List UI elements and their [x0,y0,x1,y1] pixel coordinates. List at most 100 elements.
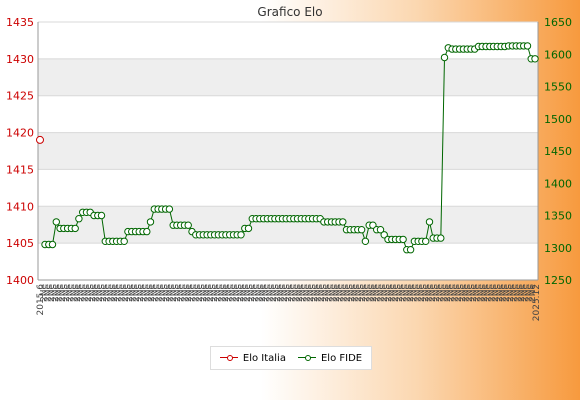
x-tick-label: 2Ne [77,284,87,302]
x-tick-label: 2Ne [321,284,331,302]
x-tick-label: 2Ne [51,284,61,302]
x-tick-label: 2Ne [147,284,157,302]
x-tick-label: 2Ne [314,284,324,302]
y-left-tick-label: 1435 [6,16,34,29]
x-tick-label: 2Ne [173,284,183,302]
x-tick-label: 2Ne [480,284,490,302]
data-point-elo-fide [531,55,539,63]
x-tick-label: 2Ne [484,284,494,302]
x-tick-label: 2Ne [450,284,460,302]
x-tick-label: 2Ne [332,284,342,302]
x-tick-label: 2Ne [487,284,497,302]
x-tick-label: 2Ne [280,284,290,302]
x-tick-label: 2Ne [151,284,161,302]
x-tick-label: 2Ne [73,284,83,302]
x-tick-label: 2Ne [373,284,383,302]
x-tick-label: 2Ne [288,284,298,302]
x-tick-label: 2Ne [421,284,431,302]
x-tick-label: 2Ne [84,284,94,302]
data-point-elo-fide [357,226,366,234]
x-tick-label: 2Ne [317,284,327,302]
x-tick-label: 2Ne [247,284,257,302]
data-point-elo-fide [361,237,370,246]
legend-swatch-elo-fide [297,354,316,362]
x-tick-label: 2Ne [47,284,57,302]
x-tick-label: 2Ne [399,284,409,302]
data-point-elo-fide [146,218,155,226]
x-tick-label: 2Ne [413,284,423,302]
x-tick-label: 2Ne [62,284,72,302]
data-point-elo-fide [97,211,106,220]
x-tick-label: 2Ne [99,284,109,302]
x-tick-label: 2Ne [95,284,105,302]
y-right-tick-label: 1550 [544,81,572,94]
x-tick-label: 2Ne [40,284,50,302]
x-tick-label: 2Ne [428,284,438,302]
grid-band [38,58,538,96]
data-point-elo-fide [75,215,83,223]
x-tick-label: 2Ne [43,284,53,302]
x-tick-label: 2Ne [336,284,346,302]
legend-item-elo-fide: Elo FIDE [297,353,362,364]
x-tick-label: 2Ne [262,284,272,302]
x-tick-label: 2Ne [358,284,368,302]
x-tick-label: 2Ne [199,284,209,302]
y-left-tick-label: 1425 [6,90,34,103]
x-tick-label: 2Ne [295,284,305,302]
data-point-elo-fide [120,237,128,246]
y-right-tick-label: 1400 [544,177,572,190]
y-right-tick-label: 1500 [544,113,572,126]
x-tick-label: 2Ne [469,284,479,302]
x-tick-label: 2Ne [66,284,76,302]
y-right-tick-label: 1250 [544,274,572,287]
x-tick-label: 2Ne [221,284,231,302]
data-point-elo-fide [244,224,253,233]
data-point-elo-fide [52,218,60,226]
data-point-elo-fide [165,205,174,213]
data-point-elo-fide [425,218,434,226]
x-tick-label: 2Ne [351,284,361,302]
x-tick-label: 2Ne [136,284,146,302]
x-tick-label: 2Ne [265,284,275,302]
x-tick-label: 2Ne [491,284,501,302]
x-tick-label: 2Ne [140,284,150,302]
x-tick-label: 2Ne [395,284,405,302]
x-tick-label: 2Ne [55,284,65,302]
x-tick-label: 2Ne [365,284,375,302]
x-tick-label: 2Ne [388,284,398,302]
data-point-elo-fide [406,246,415,254]
data-point-elo-fide [48,240,57,249]
x-tick-label: 2Ne [217,284,227,302]
x-tick-label: 2Ne [384,284,394,302]
x-tick-label: 2Ne [354,284,364,302]
grid-band [38,206,538,244]
x-tick-label: 2Ne [80,284,90,302]
data-point-elo-fide [376,226,385,234]
x-tick-label: 2Ne [521,284,531,302]
x-tick-label: 2Ne [347,284,357,302]
x-tick-label: 2Ne [188,284,198,302]
x-tick-label: 2Ne [528,284,538,302]
x-tick-label: 2Ne [436,284,446,302]
data-point-elo-fide [237,231,245,239]
x-tick-label: 2Ne [380,284,390,302]
data-point-elo-fide [399,235,407,244]
x-tick-label: 2Ne [88,284,98,302]
data-point-elo-fide [71,224,79,233]
x-tick-label: 2Ne [69,284,79,302]
y-left-tick-label: 1415 [6,163,34,176]
x-tick-label: 2Ne [166,284,176,302]
x-tick-label: 2Ne [302,284,312,302]
data-point-elo-italia [36,135,44,144]
x-tick-label: 2Ne [447,284,457,302]
x-tick-label: 2Ne [510,284,520,302]
x-tick-label: 2Ne [162,284,172,302]
x-tick-label: 2Ne [243,284,253,302]
x-tick-label: 2015.6 [36,284,46,316]
x-tick-label: 2Ne [291,284,301,302]
x-tick-label: 2Ne [129,284,139,302]
x-tick-label: 2Ne [495,284,505,302]
x-tick-label: 2Ne [132,284,142,302]
